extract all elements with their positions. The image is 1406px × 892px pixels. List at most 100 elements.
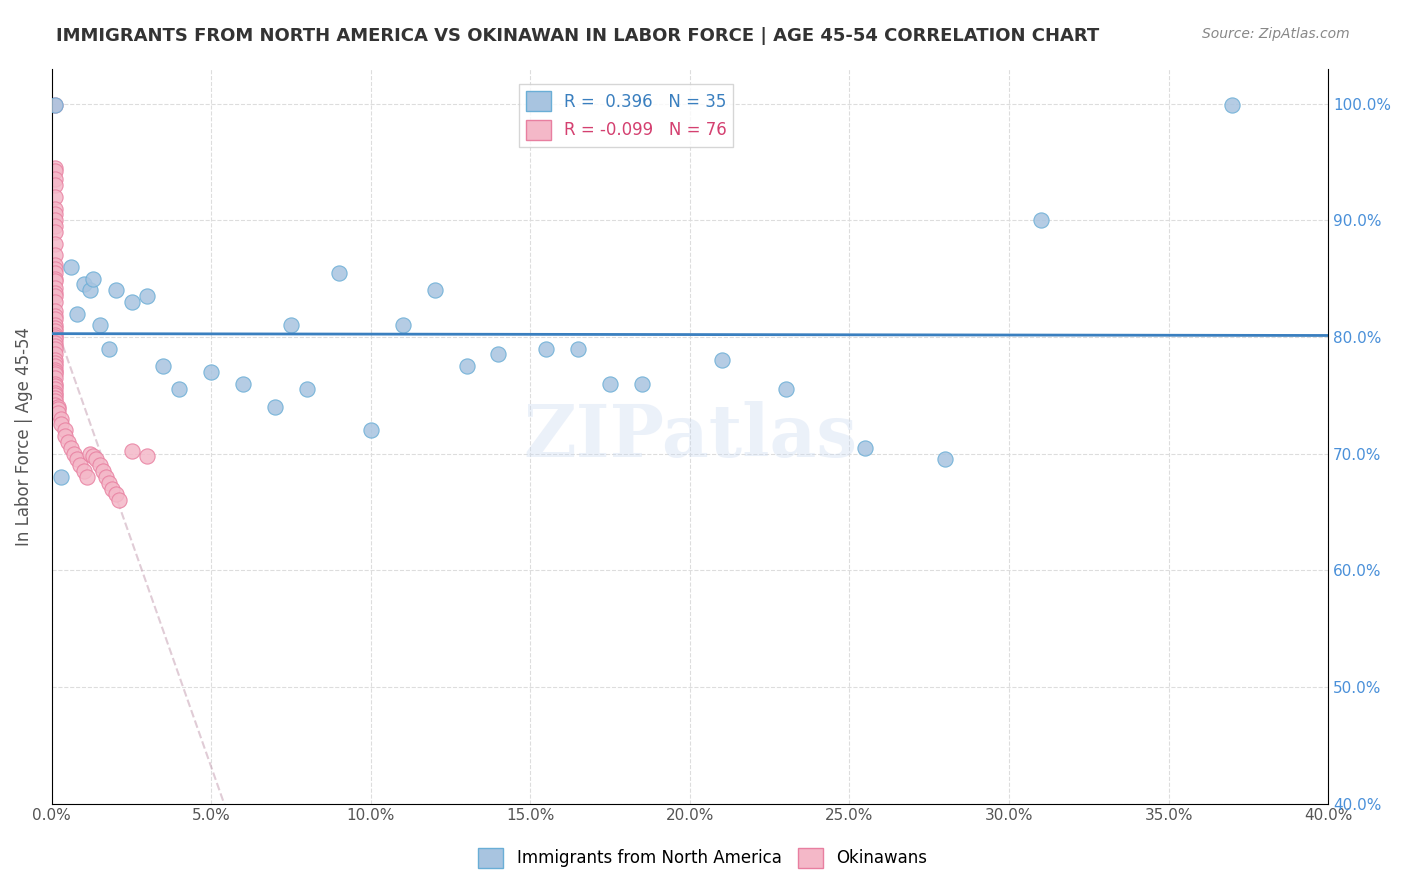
Point: [66, 307, 89, 321]
Point: [44, 370, 66, 384]
Point: [200, 365, 222, 379]
Point: [136, 289, 159, 303]
Point: [710, 353, 733, 368]
Point: [360, 423, 382, 437]
Point: [44, 285, 66, 300]
Point: [66, 452, 89, 467]
Point: [44, 225, 66, 239]
Point: [44, 97, 66, 112]
Point: [44, 359, 66, 373]
Y-axis label: In Labor Force | Age 45-54: In Labor Force | Age 45-54: [15, 326, 32, 546]
Point: [44, 332, 66, 346]
Point: [73, 277, 96, 292]
Point: [934, 452, 956, 467]
Point: [44, 164, 66, 178]
Point: [44, 362, 66, 376]
Point: [264, 400, 287, 414]
Point: [76, 470, 98, 484]
Legend: R =  0.396   N = 35, R = -0.099   N = 76: R = 0.396 N = 35, R = -0.099 N = 76: [519, 84, 734, 146]
Point: [82, 449, 104, 463]
Point: [599, 376, 621, 391]
Point: [44, 368, 66, 382]
Point: [44, 262, 66, 277]
Point: [44, 391, 66, 405]
Point: [855, 441, 877, 455]
Point: [44, 281, 66, 295]
Point: [44, 347, 66, 361]
Point: [121, 444, 143, 458]
Point: [53, 429, 76, 443]
Legend: Immigrants from North America, Okinawans: Immigrants from North America, Okinawans: [472, 841, 934, 875]
Point: [44, 398, 66, 412]
Point: [46, 406, 69, 420]
Point: [44, 304, 66, 318]
Point: [98, 475, 121, 490]
Point: [44, 324, 66, 338]
Point: [44, 388, 66, 402]
Point: [107, 493, 129, 508]
Point: [104, 487, 127, 501]
Point: [44, 342, 66, 356]
Point: [44, 202, 66, 216]
Point: [44, 289, 66, 303]
Point: [44, 385, 66, 400]
Point: [44, 318, 66, 333]
Point: [44, 365, 66, 379]
Point: [98, 342, 121, 356]
Point: [44, 219, 66, 233]
Point: [44, 383, 66, 397]
Point: [1029, 213, 1052, 227]
Point: [44, 236, 66, 251]
Text: Source: ZipAtlas.com: Source: ZipAtlas.com: [1202, 27, 1350, 41]
Point: [567, 342, 589, 356]
Point: [79, 283, 101, 297]
Point: [1222, 97, 1244, 112]
Point: [101, 482, 124, 496]
Point: [104, 283, 127, 297]
Point: [44, 294, 66, 309]
Point: [44, 190, 66, 204]
Point: [44, 320, 66, 334]
Point: [89, 458, 111, 473]
Point: [44, 266, 66, 280]
Point: [44, 258, 66, 272]
Point: [89, 318, 111, 333]
Point: [44, 339, 66, 353]
Point: [44, 274, 66, 288]
Point: [51, 411, 73, 425]
Text: IMMIGRANTS FROM NORTH AMERICA VS OKINAWAN IN LABOR FORCE | AGE 45-54 CORRELATION: IMMIGRANTS FROM NORTH AMERICA VS OKINAWA…: [56, 27, 1099, 45]
Point: [44, 355, 66, 369]
Point: [295, 383, 318, 397]
Point: [44, 271, 66, 285]
Point: [280, 318, 302, 333]
Point: [63, 446, 86, 460]
Point: [44, 248, 66, 262]
Point: [391, 318, 413, 333]
Point: [423, 283, 446, 297]
Point: [169, 383, 191, 397]
Point: [51, 417, 73, 432]
Point: [44, 376, 66, 391]
Point: [488, 347, 510, 361]
Point: [44, 335, 66, 350]
Point: [82, 271, 104, 285]
Point: [44, 379, 66, 393]
Point: [44, 353, 66, 368]
Point: [59, 441, 82, 455]
Point: [121, 294, 143, 309]
Point: [44, 97, 66, 112]
Point: [44, 330, 66, 344]
Point: [86, 452, 108, 467]
Point: [328, 266, 350, 280]
Point: [136, 449, 159, 463]
Point: [53, 423, 76, 437]
Point: [44, 178, 66, 193]
Point: [94, 470, 117, 484]
Point: [232, 376, 254, 391]
Point: [73, 464, 96, 478]
Point: [46, 402, 69, 417]
Point: [44, 327, 66, 342]
Point: [91, 464, 114, 478]
Point: [456, 359, 478, 373]
Point: [59, 260, 82, 274]
